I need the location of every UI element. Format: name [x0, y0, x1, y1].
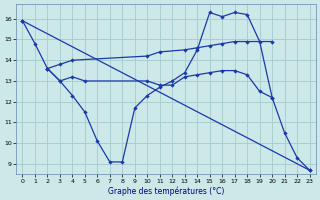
X-axis label: Graphe des températures (°C): Graphe des températures (°C) [108, 186, 224, 196]
